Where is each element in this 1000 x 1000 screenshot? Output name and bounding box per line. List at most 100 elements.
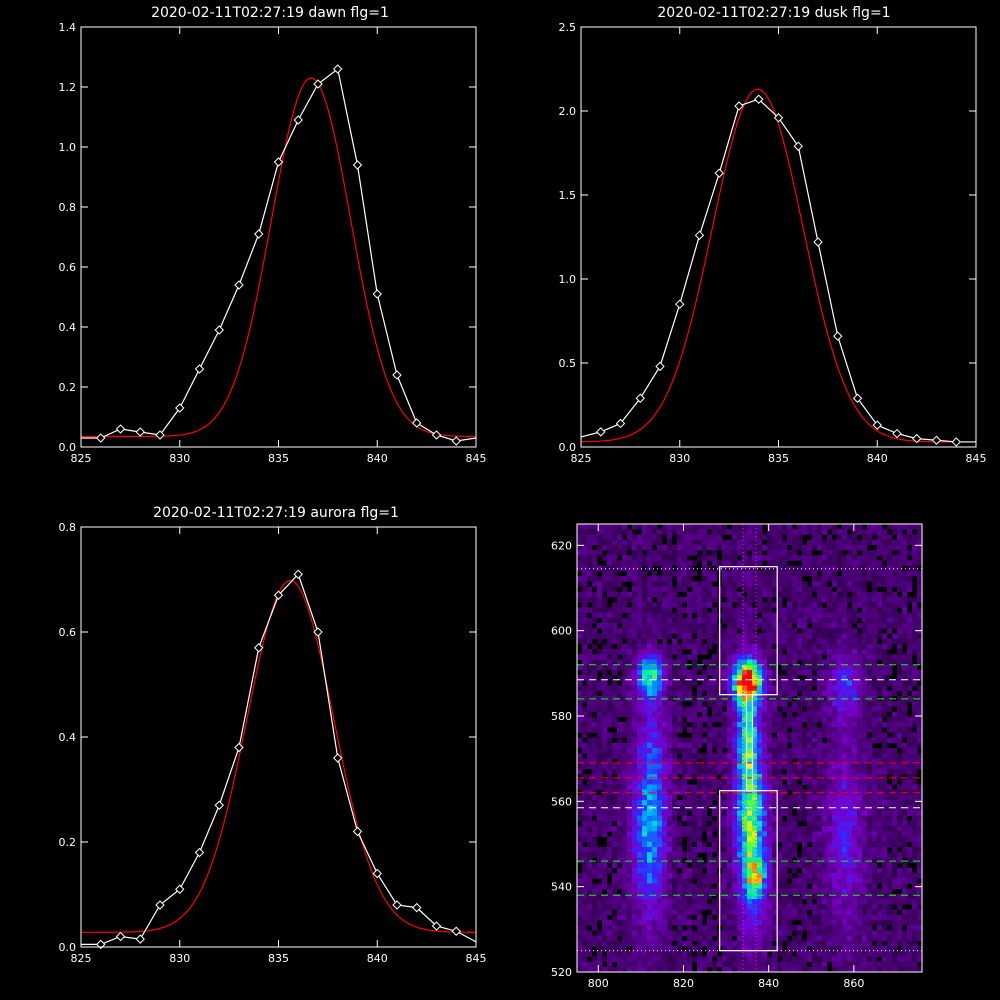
image-pixel [632, 820, 638, 827]
image-pixel [707, 883, 713, 890]
image-pixel [787, 706, 793, 712]
image-pixel [727, 815, 733, 822]
image-pixel [892, 779, 898, 785]
image-pixel [642, 846, 648, 853]
image-pixel [782, 685, 788, 692]
image-pixel [812, 909, 818, 916]
image-pixel [782, 560, 788, 567]
image-pixel [832, 784, 838, 791]
image-pixel [902, 680, 908, 686]
image-pixel [852, 628, 858, 634]
image-pixel [737, 763, 743, 770]
image-pixel [887, 748, 893, 754]
image-pixel [727, 690, 733, 697]
image-pixel [697, 841, 703, 848]
image-pixel [872, 560, 878, 567]
image-pixel [807, 878, 813, 884]
image-pixel [857, 742, 863, 749]
image-pixel [787, 539, 793, 546]
image-pixel [587, 727, 593, 733]
image-pixel [847, 779, 853, 785]
image-pixel [672, 727, 678, 733]
image-pixel [897, 581, 903, 587]
image-pixel [687, 675, 693, 681]
image-pixel [682, 596, 688, 603]
image-pixel [772, 591, 778, 598]
image-pixel [782, 748, 788, 754]
image-pixel [887, 638, 893, 645]
image-pixel [647, 649, 653, 655]
image-pixel [692, 815, 698, 822]
image-pixel [617, 633, 623, 640]
image-pixel [822, 550, 828, 556]
image-pixel [832, 565, 838, 572]
image-pixel [627, 638, 633, 645]
image-pixel [917, 737, 923, 744]
image-pixel [912, 779, 918, 785]
image-pixel [672, 841, 678, 848]
image-pixel [597, 800, 603, 806]
image-pixel [827, 716, 833, 723]
image-pixel [642, 664, 648, 671]
image-pixel [687, 909, 693, 916]
image-pixel [897, 763, 903, 770]
image-pixel [727, 810, 733, 817]
image-pixel [817, 820, 823, 827]
image-pixel [777, 695, 783, 702]
image-pixel [797, 857, 803, 864]
image-pixel [612, 633, 618, 640]
image-pixel [607, 852, 613, 858]
image-pixel [762, 544, 768, 551]
image-pixel [777, 529, 783, 535]
image-pixel [807, 753, 813, 759]
image-pixel [782, 721, 788, 728]
image-pixel [692, 899, 698, 905]
image-pixel [582, 654, 588, 660]
image-pixel [617, 638, 623, 645]
image-pixel [862, 794, 868, 801]
image-pixel [727, 654, 733, 660]
image-pixel [722, 550, 728, 556]
image-pixel [827, 570, 833, 577]
image-pixel [722, 664, 728, 671]
image-pixel [797, 591, 803, 598]
aurora-xtick-label: 830 [169, 952, 190, 965]
image-pixel [667, 919, 673, 926]
aurora-data-point [412, 902, 422, 913]
image-pixel [892, 883, 898, 890]
image-pixel [852, 669, 858, 676]
image-pixel [622, 914, 628, 921]
image-pixel [847, 753, 853, 759]
image-pixel [867, 784, 873, 791]
image-pixel [832, 758, 838, 765]
image-pixel [732, 768, 738, 775]
image-pixel [867, 638, 873, 645]
image-pixel [732, 529, 738, 535]
image-pixel [892, 810, 898, 817]
image-pixel [912, 810, 918, 817]
image-pixel [832, 774, 838, 780]
image-pixel [742, 654, 748, 660]
image-pixel [767, 664, 773, 671]
image-pixel [762, 774, 768, 780]
image-pixel [777, 784, 783, 791]
image-pixel [582, 695, 588, 702]
image-pixel [717, 784, 723, 791]
image-pixel [842, 685, 848, 692]
image-pixel [622, 586, 628, 593]
image-pixel [802, 550, 808, 556]
image-pixel [747, 857, 753, 864]
image-pixel [757, 560, 763, 567]
image-pixel [867, 649, 873, 655]
dawn-data-point [392, 370, 402, 380]
image-pixel [907, 748, 913, 754]
image-pixel [852, 633, 858, 640]
image-pixel [667, 794, 673, 801]
image-pixel [697, 888, 703, 895]
image-pixel [862, 638, 868, 645]
image-pixel [857, 727, 863, 733]
image-pixel [842, 643, 848, 650]
image-pixel [877, 878, 883, 884]
image-pixel [817, 544, 823, 551]
image-pixel [907, 727, 913, 733]
